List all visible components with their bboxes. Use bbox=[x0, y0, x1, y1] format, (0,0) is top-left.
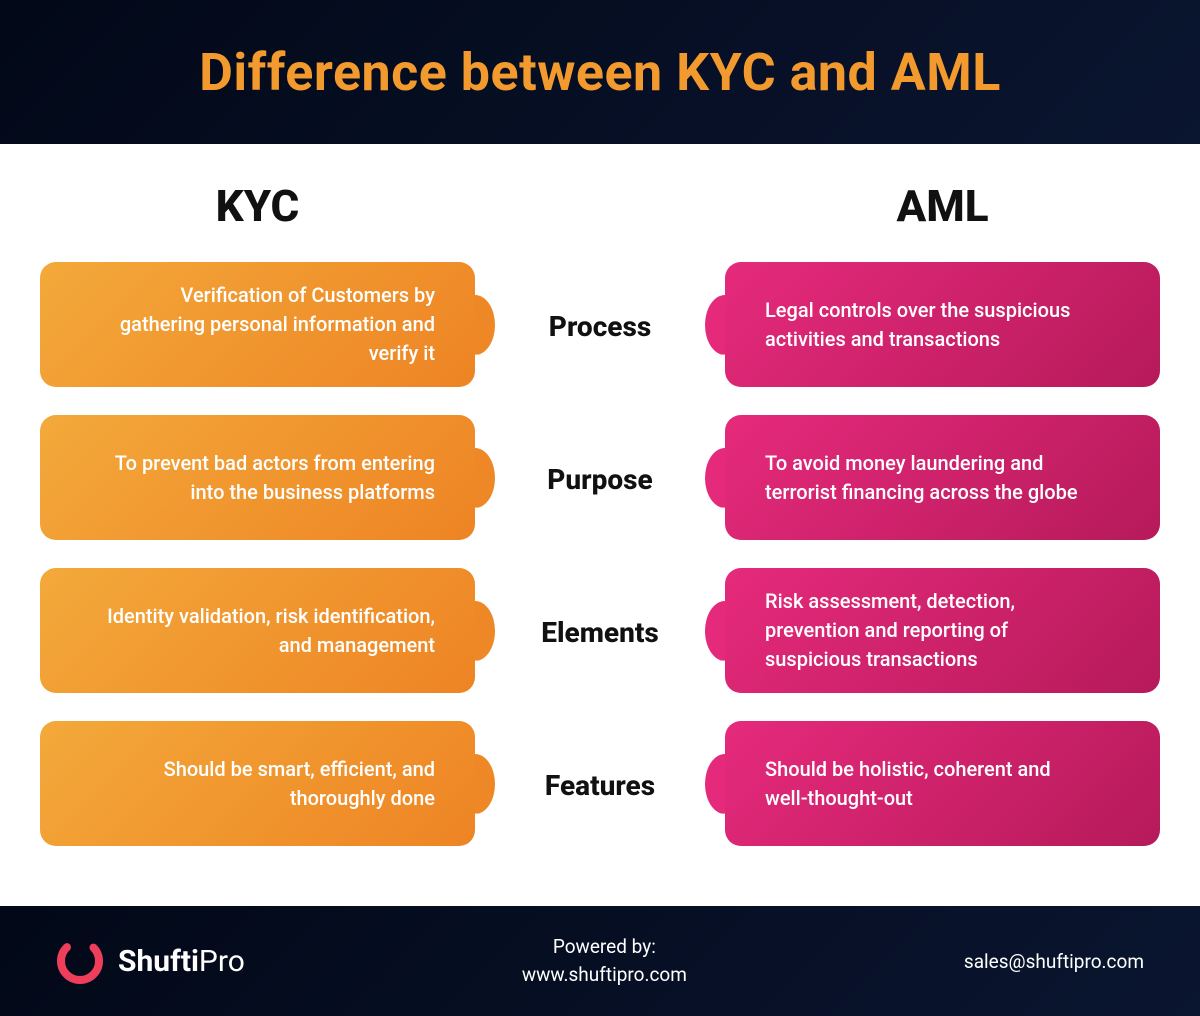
middle-label-process: Process bbox=[475, 264, 725, 389]
kyc-card-text: Identity validation, risk identification… bbox=[105, 602, 435, 660]
footer-contact-email: sales@shuftipro.com bbox=[964, 950, 1144, 973]
powered-by-url: www.shuftipro.com bbox=[522, 961, 687, 990]
brand-block: ShuftiPro bbox=[56, 937, 245, 985]
footer-powered-by: Powered by: www.shuftipro.com bbox=[522, 933, 687, 990]
kyc-column-title: KYC bbox=[40, 180, 475, 232]
aml-card-features: Should be holistic, coherent and well-th… bbox=[725, 721, 1160, 846]
aml-card-elements: Risk assessment, detection, prevention a… bbox=[725, 568, 1160, 693]
brand-name: ShuftiPro bbox=[118, 944, 245, 979]
aml-column: AML Legal controls over the suspicious a… bbox=[725, 180, 1160, 876]
kyc-column: KYC Verification of Customers by gatheri… bbox=[40, 180, 475, 876]
middle-label-elements: Elements bbox=[475, 570, 725, 695]
kyc-card-process: Verification of Customers by gathering p… bbox=[40, 262, 475, 387]
brand-name-primary: Shufti bbox=[118, 944, 199, 979]
infographic-page: Difference between KYC and AML KYC Verif… bbox=[0, 0, 1200, 1016]
kyc-card-text: To prevent bad actors from entering into… bbox=[105, 449, 435, 507]
middle-label-features: Features bbox=[475, 723, 725, 848]
kyc-card-features: Should be smart, efficient, and thorough… bbox=[40, 721, 475, 846]
aml-card-text: To avoid money laundering and terrorist … bbox=[765, 449, 1095, 507]
kyc-card-elements: Identity validation, risk identification… bbox=[40, 568, 475, 693]
aml-column-title: AML bbox=[725, 180, 1160, 232]
brand-logo-icon bbox=[56, 937, 104, 985]
kyc-card-purpose: To prevent bad actors from entering into… bbox=[40, 415, 475, 540]
footer-bar: ShuftiPro Powered by: www.shuftipro.com … bbox=[0, 906, 1200, 1016]
middle-labels-column: Process Purpose Elements Features bbox=[475, 180, 725, 876]
aml-card-purpose: To avoid money laundering and terrorist … bbox=[725, 415, 1160, 540]
content-area: KYC Verification of Customers by gatheri… bbox=[0, 144, 1200, 906]
aml-card-text: Legal controls over the suspicious activ… bbox=[765, 296, 1095, 354]
aml-card-text: Risk assessment, detection, prevention a… bbox=[765, 587, 1095, 674]
brand-name-secondary: Pro bbox=[199, 944, 245, 979]
kyc-card-text: Verification of Customers by gathering p… bbox=[105, 281, 435, 368]
powered-by-label: Powered by: bbox=[522, 933, 687, 962]
middle-label-purpose: Purpose bbox=[475, 417, 725, 542]
aml-card-process: Legal controls over the suspicious activ… bbox=[725, 262, 1160, 387]
kyc-card-text: Should be smart, efficient, and thorough… bbox=[105, 755, 435, 813]
page-title: Difference between KYC and AML bbox=[199, 42, 1001, 103]
aml-card-text: Should be holistic, coherent and well-th… bbox=[765, 755, 1095, 813]
header-bar: Difference between KYC and AML bbox=[0, 0, 1200, 144]
